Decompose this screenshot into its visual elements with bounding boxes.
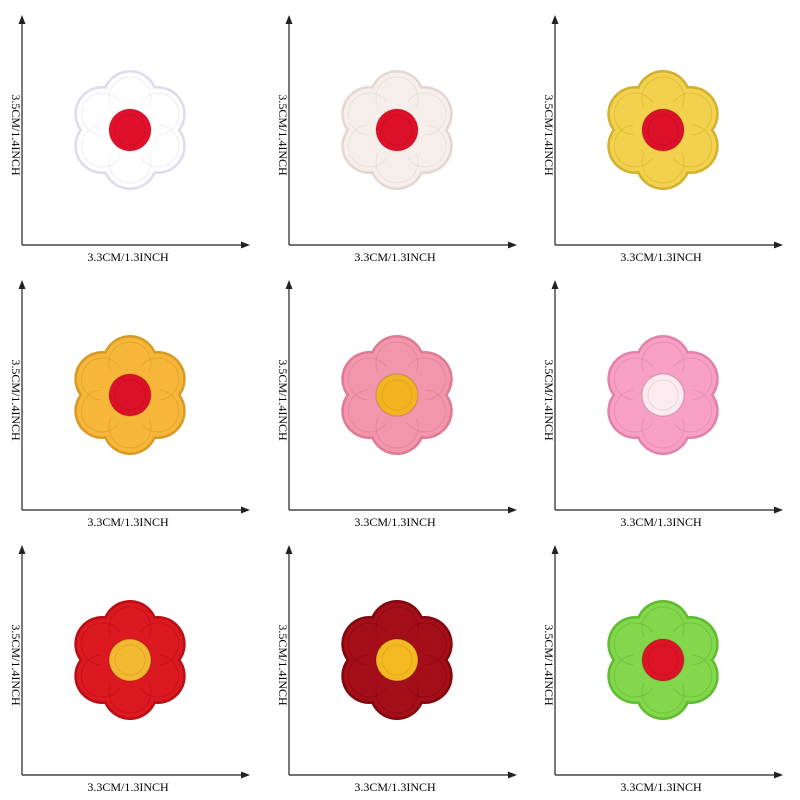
- flower-center: [641, 108, 685, 152]
- flower-center: [375, 373, 419, 417]
- patch-cell: 3.3CM/1.3INCH 3.5CM/1.4INCH: [276, 15, 517, 264]
- arrow-up-icon: [551, 15, 559, 24]
- flower-patch: [607, 70, 719, 190]
- arrow-right-icon: [774, 506, 783, 514]
- flower-center: [641, 373, 685, 417]
- height-label: 3.5CM/1.4INCH: [542, 94, 556, 176]
- width-label: 3.3CM/1.3INCH: [354, 515, 436, 529]
- width-label: 3.3CM/1.3INCH: [87, 515, 169, 529]
- flower-center: [641, 638, 685, 682]
- patch-cell: 3.3CM/1.3INCH 3.5CM/1.4INCH: [542, 15, 783, 264]
- patch-cell: 3.3CM/1.3INCH 3.5CM/1.4INCH: [276, 545, 517, 794]
- arrow-up-icon: [551, 545, 559, 554]
- height-label: 3.5CM/1.4INCH: [542, 359, 556, 441]
- arrow-right-icon: [508, 241, 517, 249]
- flower-patch: [74, 70, 186, 190]
- flower-patch: [607, 335, 719, 455]
- flower-center: [108, 638, 152, 682]
- flower-patch: [341, 70, 453, 190]
- flower-center: [375, 638, 419, 682]
- height-label: 3.5CM/1.4INCH: [9, 359, 23, 441]
- width-label: 3.3CM/1.3INCH: [87, 250, 169, 264]
- flower-center: [108, 108, 152, 152]
- flower-patch: [341, 600, 453, 720]
- flower-patch: [607, 600, 719, 720]
- flower-patch: [74, 335, 186, 455]
- width-label: 3.3CM/1.3INCH: [354, 780, 436, 794]
- arrow-right-icon: [508, 506, 517, 514]
- patch-cell: 3.3CM/1.3INCH 3.5CM/1.4INCH: [276, 280, 517, 529]
- height-label: 3.5CM/1.4INCH: [276, 94, 290, 176]
- width-label: 3.3CM/1.3INCH: [354, 250, 436, 264]
- arrow-right-icon: [241, 506, 250, 514]
- arrow-right-icon: [241, 771, 250, 779]
- patch-cell: 3.3CM/1.3INCH 3.5CM/1.4INCH: [9, 15, 250, 264]
- arrow-right-icon: [774, 771, 783, 779]
- flower-center: [375, 108, 419, 152]
- width-label: 3.3CM/1.3INCH: [620, 780, 702, 794]
- arrow-up-icon: [18, 280, 26, 289]
- width-label: 3.3CM/1.3INCH: [620, 515, 702, 529]
- height-label: 3.5CM/1.4INCH: [276, 624, 290, 706]
- height-label: 3.5CM/1.4INCH: [9, 94, 23, 176]
- width-label: 3.3CM/1.3INCH: [87, 780, 169, 794]
- arrow-up-icon: [285, 545, 293, 554]
- patch-cell: 3.3CM/1.3INCH 3.5CM/1.4INCH: [542, 545, 783, 794]
- arrow-right-icon: [774, 241, 783, 249]
- height-label: 3.5CM/1.4INCH: [9, 624, 23, 706]
- arrow-up-icon: [285, 15, 293, 24]
- arrow-up-icon: [285, 280, 293, 289]
- width-label: 3.3CM/1.3INCH: [620, 250, 702, 264]
- arrow-right-icon: [508, 771, 517, 779]
- arrow-up-icon: [18, 545, 26, 554]
- arrow-right-icon: [241, 241, 250, 249]
- patch-cell: 3.3CM/1.3INCH 3.5CM/1.4INCH: [542, 280, 783, 529]
- height-label: 3.5CM/1.4INCH: [276, 359, 290, 441]
- flower-patch: [74, 600, 186, 720]
- height-label: 3.5CM/1.4INCH: [542, 624, 556, 706]
- arrow-up-icon: [18, 15, 26, 24]
- patch-cell: 3.3CM/1.3INCH 3.5CM/1.4INCH: [9, 545, 250, 794]
- flower-patch: [341, 335, 453, 455]
- patch-cell: 3.3CM/1.3INCH 3.5CM/1.4INCH: [9, 280, 250, 529]
- flower-center: [108, 373, 152, 417]
- arrow-up-icon: [551, 280, 559, 289]
